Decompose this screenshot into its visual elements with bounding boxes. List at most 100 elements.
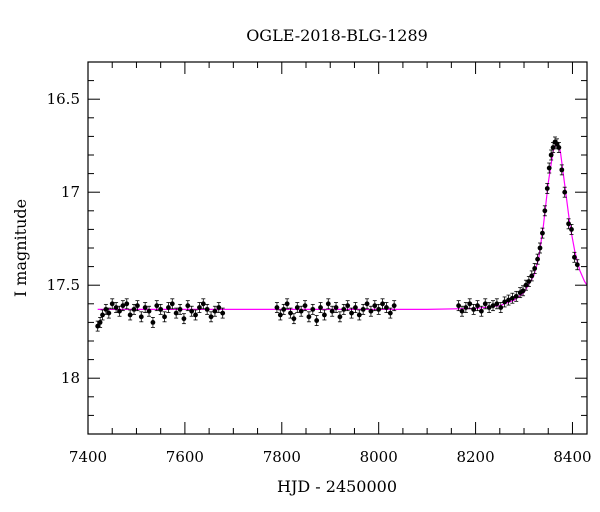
data-point <box>345 300 351 312</box>
x-tick-label: 7400 <box>69 448 107 466</box>
data-point <box>542 205 548 217</box>
point-marker <box>169 301 175 307</box>
point-marker <box>204 306 210 312</box>
data-point <box>189 305 195 317</box>
point-marker <box>486 305 492 310</box>
point-marker <box>556 145 562 150</box>
point-marker <box>467 301 473 307</box>
point-marker <box>281 306 287 312</box>
data-point <box>220 307 226 319</box>
data-point <box>532 263 538 274</box>
data-point <box>364 298 370 310</box>
point-marker <box>158 306 164 312</box>
point-marker <box>341 306 347 312</box>
data-point <box>523 279 529 291</box>
point-marker <box>193 312 198 318</box>
point-marker <box>310 306 316 312</box>
data-point <box>113 302 119 313</box>
data-point <box>329 305 335 317</box>
data-point <box>556 142 562 153</box>
data-point <box>298 305 304 317</box>
data-point <box>127 309 133 321</box>
data-point <box>529 270 535 282</box>
point-marker <box>177 306 183 312</box>
point-marker <box>542 208 548 214</box>
point-marker <box>166 305 171 310</box>
point-marker <box>569 227 574 232</box>
point-marker <box>135 303 140 309</box>
point-marker <box>544 186 550 191</box>
data-point <box>131 303 137 315</box>
data-point <box>482 298 488 310</box>
point-marker <box>387 310 393 316</box>
point-marker <box>200 301 206 307</box>
point-marker <box>216 305 222 310</box>
point-marker <box>284 301 290 307</box>
data-point <box>109 298 115 310</box>
data-point <box>291 313 297 325</box>
data-point <box>193 309 198 321</box>
point-marker <box>502 299 508 305</box>
data-point <box>204 303 210 315</box>
data-point <box>177 303 183 315</box>
data-point <box>97 316 103 328</box>
point-marker <box>154 303 160 309</box>
point-marker <box>391 303 397 309</box>
data-point <box>274 302 280 313</box>
data-point <box>559 164 565 176</box>
data-point <box>384 302 389 313</box>
point-marker <box>127 312 133 318</box>
point-marker <box>138 314 144 320</box>
point-marker <box>368 308 374 314</box>
data-points-layer <box>95 136 580 332</box>
data-point <box>200 298 206 310</box>
data-point <box>106 307 112 319</box>
point-marker <box>380 301 385 307</box>
point-marker <box>208 314 214 320</box>
point-marker <box>274 305 280 310</box>
x-axis-title: HJD - 2450000 <box>277 477 397 496</box>
point-marker <box>302 303 308 309</box>
point-marker <box>456 303 462 309</box>
point-marker <box>97 320 103 325</box>
data-point <box>294 302 300 313</box>
data-point <box>387 307 393 319</box>
data-point <box>486 302 492 313</box>
point-marker <box>124 301 130 307</box>
point-marker <box>475 303 480 309</box>
point-marker <box>546 165 552 171</box>
point-marker <box>291 316 297 322</box>
data-point <box>537 242 543 254</box>
point-marker <box>526 279 532 284</box>
point-marker <box>376 306 382 312</box>
data-point <box>546 162 552 174</box>
point-marker <box>329 308 335 314</box>
data-point <box>548 149 554 161</box>
point-marker <box>318 305 323 310</box>
data-point <box>314 315 320 326</box>
data-point <box>158 303 164 315</box>
point-marker <box>537 245 543 251</box>
y-axis-title: I magnitude <box>11 199 30 297</box>
point-marker <box>109 301 115 307</box>
point-marker <box>146 308 152 314</box>
x-tick-label: 8400 <box>553 448 591 466</box>
point-marker <box>509 295 515 301</box>
data-point <box>333 302 339 313</box>
data-point <box>322 309 327 321</box>
point-marker <box>384 305 389 310</box>
data-point <box>124 298 130 310</box>
data-point <box>509 292 515 304</box>
x-tick-label: 8000 <box>360 448 398 466</box>
data-point <box>360 303 366 315</box>
point-marker <box>212 308 218 314</box>
point-marker <box>535 256 540 262</box>
data-point <box>494 298 500 310</box>
chart-title: OGLE-2018-BLG-1289 <box>246 26 428 45</box>
point-marker <box>113 305 119 310</box>
ticks-layer <box>87 61 587 435</box>
data-point <box>318 302 323 313</box>
data-point <box>337 311 343 323</box>
point-marker <box>353 305 358 310</box>
